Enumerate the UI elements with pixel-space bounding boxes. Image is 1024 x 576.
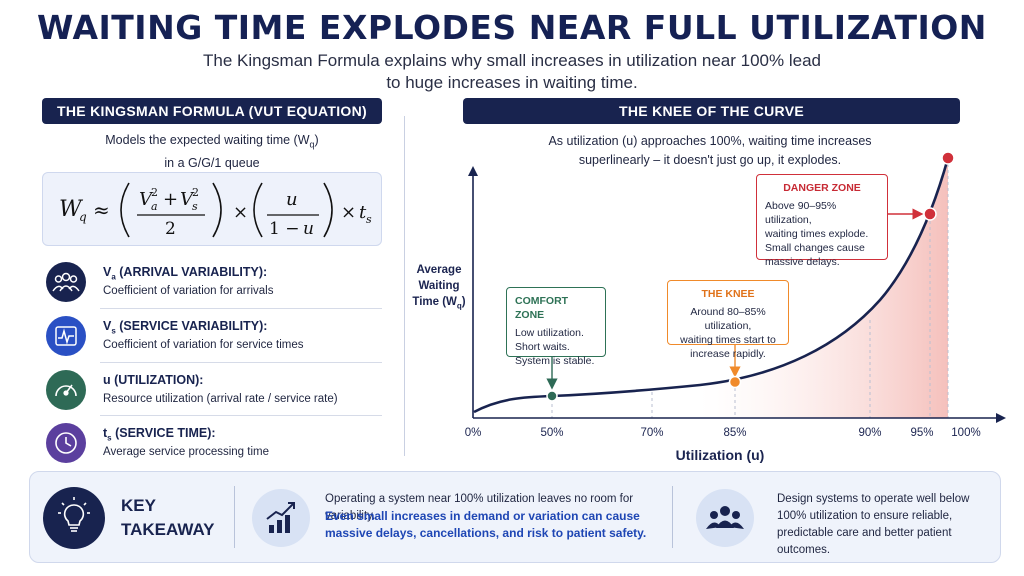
divider (100, 415, 382, 416)
comfort-zone-line: Low utilization. (515, 327, 584, 339)
danger-area-fill (700, 158, 948, 418)
divider (100, 308, 382, 309)
svg-text:V: V (180, 189, 195, 210)
variable-service-time: ts (SERVICE TIME): Average service proce… (42, 420, 382, 474)
svg-text:×: × (233, 202, 248, 223)
rising-chart-icon (252, 489, 310, 547)
danger-zone-line: waiting times explode. (765, 228, 869, 240)
clock-icon (46, 423, 86, 463)
variable-description: Resource utilization (arrival rate / ser… (103, 393, 338, 405)
danger-zone-line: Small changes cause (765, 242, 865, 254)
x-tick-label: 0% (464, 427, 482, 439)
svg-text:≈: ≈ (93, 198, 110, 222)
svg-text:V: V (139, 189, 154, 210)
kingsman-formula: W q ≈ V 2 a + V 2 s 2 × u 1 − u (59, 182, 372, 239)
page-subtitle: The Kingsman Formula explains why small … (203, 51, 821, 92)
formula-description-line2: in a G/G/1 queue (164, 155, 260, 170)
pulse-icon (46, 316, 86, 356)
people-group-icon (46, 262, 86, 302)
variable-service-variability: Vs (SERVICE VARIABILITY): Coefficient of… (42, 313, 382, 367)
formula-section-header: THE KINGSMAN FORMULA (VUT EQUATION) (42, 98, 382, 124)
comfort-zone-line: Short waits. (515, 341, 570, 353)
variable-name: Va (ARRIVAL VARIABILITY): (103, 265, 268, 282)
curve-description-line2: superlinearly – it doesn't just go up, i… (578, 153, 842, 167)
variable-utilization: u (UTILIZATION): Resource utilization (a… (42, 367, 382, 421)
danger-zone-callout: DANGER ZONE Above 90–95% utilization, wa… (756, 174, 888, 268)
svg-text:a: a (151, 200, 158, 213)
knee-line: waiting times start to (680, 334, 776, 346)
gauge-icon (46, 370, 86, 410)
x-tick-label: 50% (540, 427, 564, 439)
x-tick-label: 85% (723, 427, 747, 439)
lightbulb-icon (43, 487, 105, 549)
waiting-time-curve (473, 157, 950, 414)
x-axis-arrowhead (996, 413, 1006, 423)
formula-description-line1: Models the expected waiting time (W (105, 133, 310, 147)
formula-box: W q ≈ V 2 a + V 2 s 2 × u 1 − u (42, 172, 382, 246)
page-title: WAITING TIME EXPLODES NEAR FULL UTILIZAT… (37, 8, 987, 47)
svg-text:W: W (59, 197, 84, 222)
danger-zone-line: massive delays. (765, 256, 840, 268)
knee-callout: THE KNEE Around 80–85% utilization, wait… (667, 280, 789, 360)
panel-divider (404, 116, 405, 456)
danger-zone-title: DANGER ZONE (783, 182, 861, 194)
variable-arrival-variability: Va (ARRIVAL VARIABILITY): Coefficient of… (42, 259, 382, 313)
takeaway-recommendation: Design systems to operate well below 100… (777, 493, 970, 556)
people-group-icon (696, 489, 754, 547)
svg-text:×: × (341, 202, 356, 223)
comfort-zone-callout: COMFORT ZONE Low utilization. Short wait… (506, 287, 606, 367)
danger-zone-line: Above 90–95% utilization, (765, 200, 837, 226)
svg-text:t: t (359, 202, 367, 223)
divider (672, 486, 673, 548)
danger-point (923, 207, 937, 221)
variable-name: Vs (SERVICE VARIABILITY): (103, 319, 268, 336)
x-tick-label: 90% (858, 427, 882, 439)
knee-point (728, 375, 742, 389)
formula-description-end: ) (314, 133, 319, 147)
comfort-zone-title: COMFORT ZONE (515, 295, 569, 321)
comfort-point (546, 390, 558, 402)
svg-text:2: 2 (165, 219, 176, 239)
curve-description: As utilization (u) approaches 100%, wait… (470, 132, 950, 170)
knee-line: increase rapidly. (690, 348, 766, 360)
svg-text:1 −: 1 − (269, 219, 299, 239)
key-takeaway-label: KEY TAKEAWAY (121, 496, 215, 539)
y-axis-arrowhead (468, 166, 478, 176)
comfort-zone-line: System is stable. (515, 355, 595, 367)
max-point (941, 151, 955, 165)
svg-text:q: q (79, 210, 87, 224)
variable-name: ts (SERVICE TIME): (103, 426, 216, 443)
y-axis-label: Average Waiting Time (Wq) (412, 264, 466, 311)
x-axis-label: Utilization (u) (675, 447, 765, 463)
divider (234, 486, 235, 548)
divider (100, 362, 382, 363)
svg-text:+: + (163, 189, 178, 210)
takeaway-text: Operating a system near 100% utilization… (325, 493, 634, 522)
x-tick-label: 100% (951, 427, 981, 439)
knee-line: Around 80–85% utilization, (690, 306, 766, 332)
svg-text:s: s (366, 213, 372, 226)
variable-description: Average service processing time (103, 446, 269, 458)
x-tick-label: 95% (910, 427, 934, 439)
svg-text:2: 2 (151, 186, 158, 199)
formula-description: Models the expected waiting time (Wq) in… (42, 131, 382, 172)
svg-text:s: s (192, 200, 198, 213)
svg-text:2: 2 (192, 186, 199, 199)
key-takeaway-panel (29, 471, 1001, 563)
formula-description-sub: q (309, 139, 315, 150)
curve-section-header: THE KNEE OF THE CURVE (463, 98, 960, 124)
takeaway-emphasis: Even small increases in demand or variat… (325, 509, 647, 540)
variable-description: Coefficient of variation for service tim… (103, 339, 304, 351)
curve-description-line1: As utilization (u) approaches 100%, wait… (548, 134, 872, 148)
svg-text:u: u (286, 189, 298, 210)
variable-name: u (UTILIZATION): (103, 373, 204, 387)
knee-title: THE KNEE (701, 288, 755, 300)
svg-text:u: u (303, 219, 314, 239)
x-tick-label: 70% (640, 427, 664, 439)
variable-description: Coefficient of variation for arrivals (103, 285, 274, 297)
